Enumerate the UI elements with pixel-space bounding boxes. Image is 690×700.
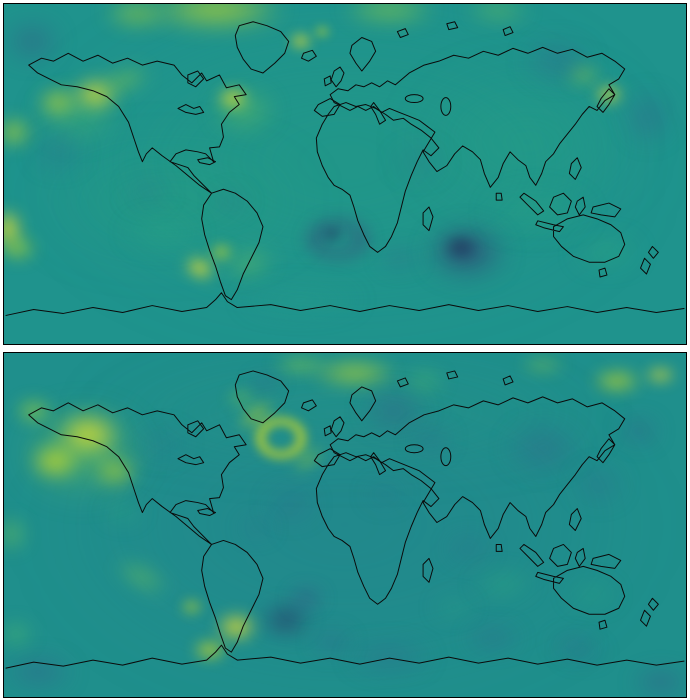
map-panel-bottom	[3, 352, 687, 698]
map-panel-top	[3, 3, 687, 345]
coastlines-overlay-bottom	[5, 370, 685, 669]
coastlines-overlay-top	[5, 21, 685, 316]
